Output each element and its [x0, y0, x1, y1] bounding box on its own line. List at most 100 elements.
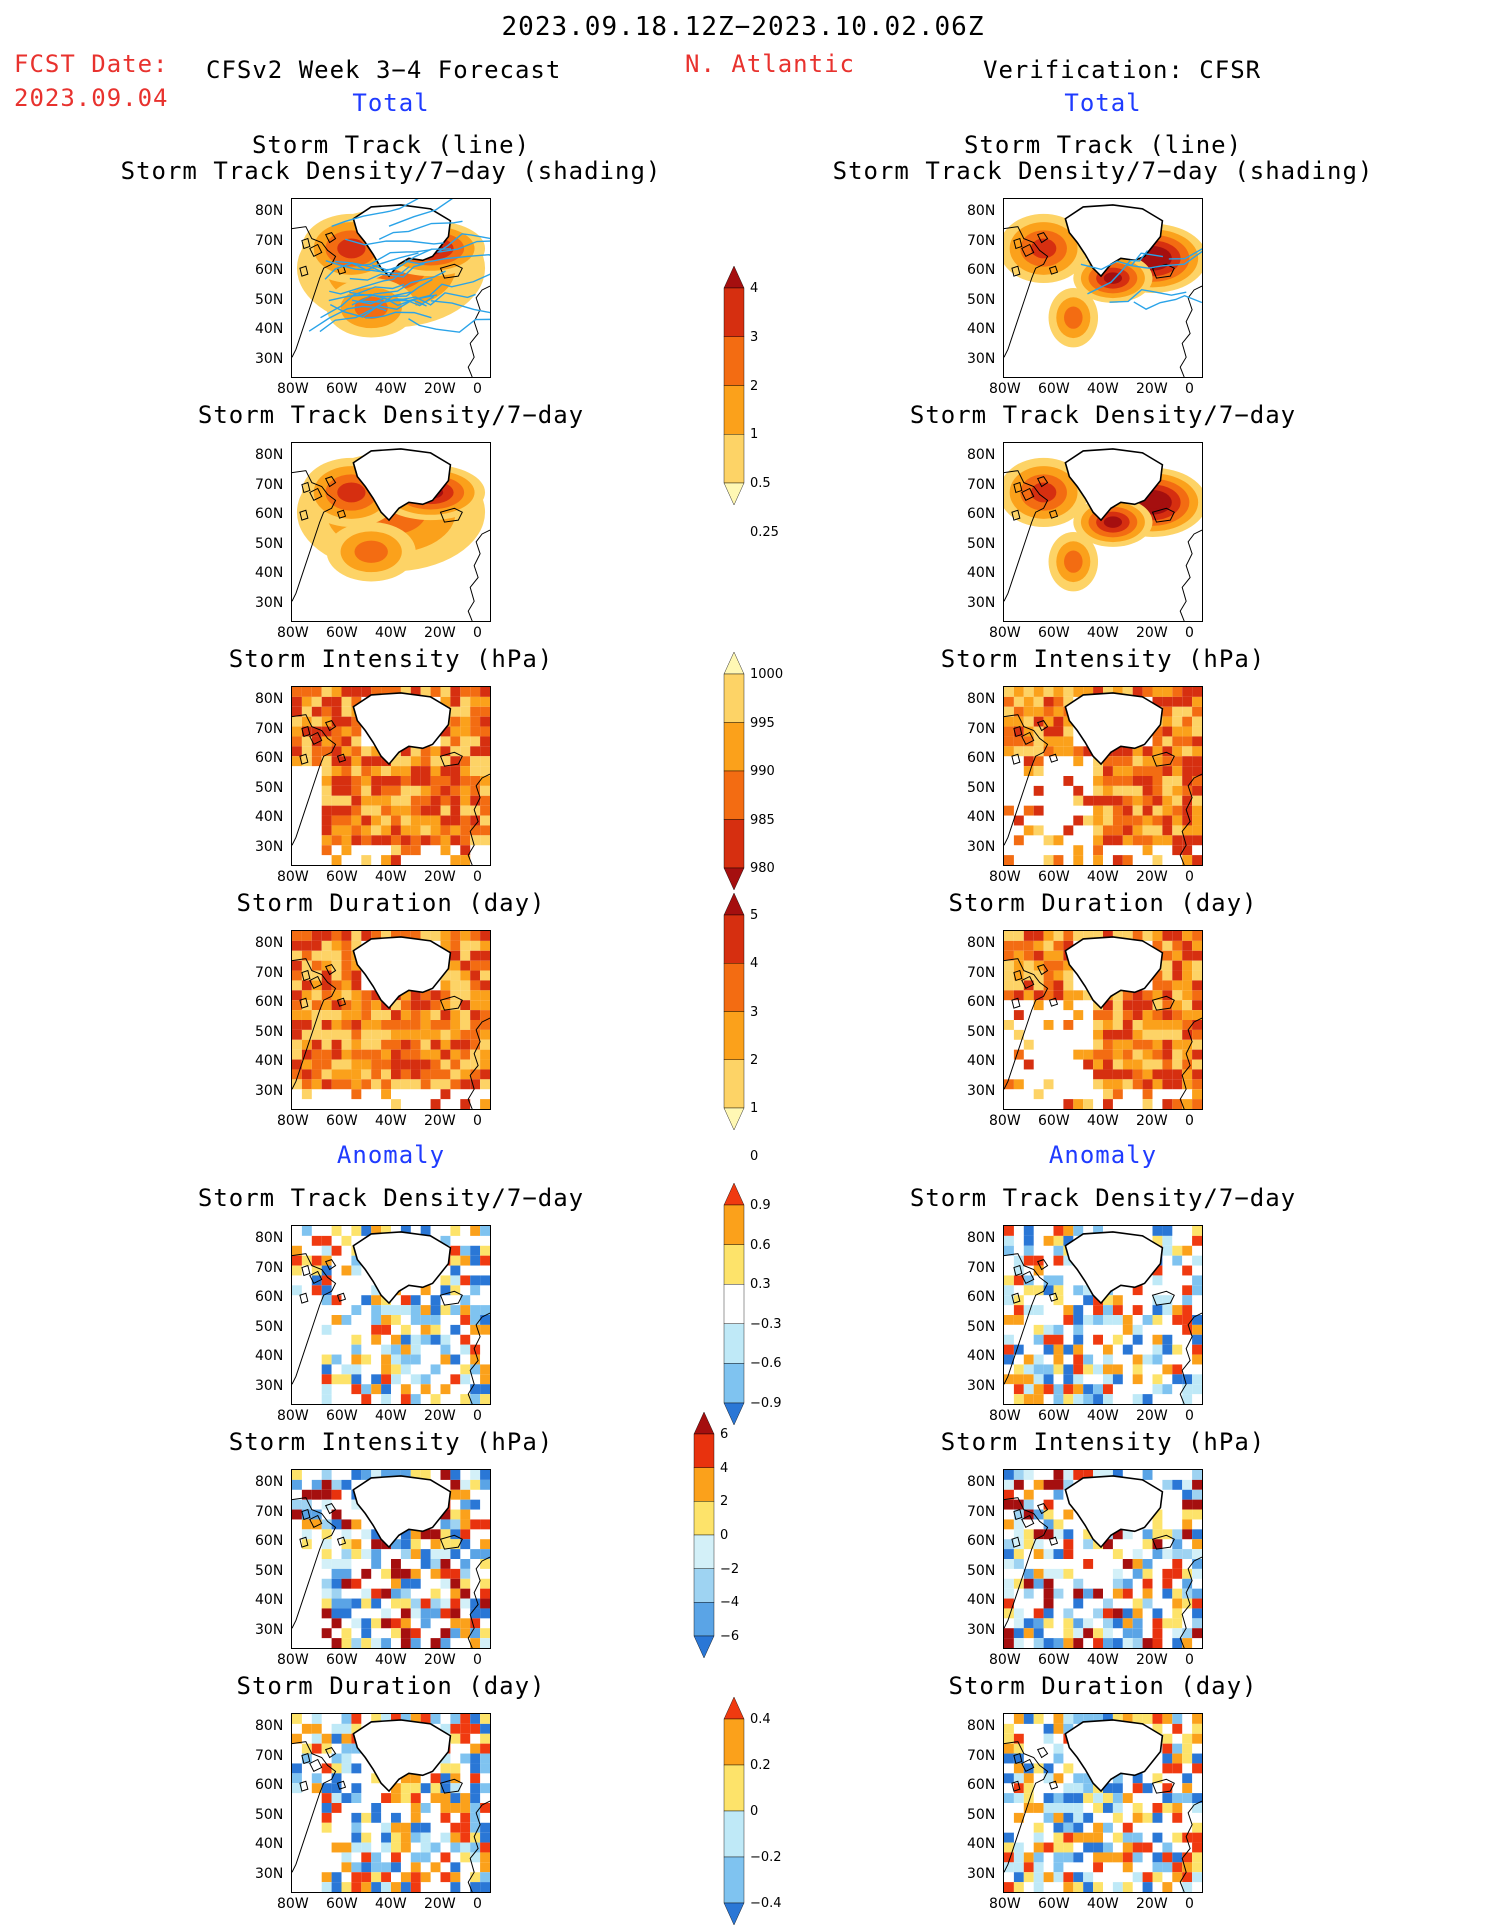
grid-cell: [1013, 960, 1024, 971]
grid-cell: [1073, 1384, 1084, 1395]
grid-cell: [480, 1226, 490, 1236]
grid-cell: [1142, 795, 1153, 806]
grid-cell: [1053, 696, 1064, 707]
title-track-line-left: Storm Track (line): [251, 131, 531, 159]
lon-tick-label: 80W: [989, 1113, 1021, 1129]
grid-cell: [1013, 1733, 1024, 1744]
lon-tick-label: 60W: [1038, 1896, 1070, 1912]
grid-cell: [361, 1354, 372, 1365]
grid-cell: [311, 1714, 322, 1724]
grid-cell: [1093, 1608, 1103, 1619]
storm-track-line: [437, 233, 490, 254]
grid-cell: [1023, 990, 1034, 1001]
grid-cell: [351, 1743, 362, 1754]
grid-cell: [391, 1020, 401, 1030]
colorbar-segment: [723, 867, 745, 890]
island-coast: [301, 481, 311, 494]
grid-cell: [301, 1255, 312, 1266]
grid-cell: [321, 1882, 332, 1892]
grid-cell: [1063, 931, 1074, 941]
grid-cell: [1112, 1364, 1123, 1375]
grid-cell: [430, 1000, 441, 1011]
grid-cell: [1063, 1315, 1074, 1325]
grid-cell: [1122, 1000, 1133, 1011]
grid-cell: [1033, 970, 1044, 981]
grid-cell: [371, 1226, 382, 1236]
grid-cell: [460, 1354, 471, 1365]
lon-tick-label: 0: [1185, 1896, 1194, 1912]
grid-cell: [1152, 815, 1163, 826]
lon-tick-label: 60W: [326, 625, 358, 641]
grid-cell: [1172, 1549, 1183, 1559]
grid-cell: [1132, 990, 1143, 1001]
grid-cell: [341, 1733, 352, 1744]
grid-cell: [1172, 756, 1183, 767]
grid-cell: [400, 1384, 411, 1395]
grid-cell: [292, 1029, 302, 1040]
grid-cell: [1142, 1539, 1153, 1550]
grid-cell: [410, 746, 421, 757]
grid-cell: [460, 1578, 471, 1589]
grid-cell: [311, 940, 322, 951]
lon-tick-label: 0: [1185, 869, 1194, 885]
colorbar-segment: [723, 1283, 745, 1324]
grid-cell: [391, 1374, 401, 1385]
grid-cell: [321, 1059, 332, 1070]
grid-cell: [1093, 1714, 1103, 1724]
grid-cell: [410, 1069, 421, 1080]
grid-cell: [1172, 1598, 1183, 1609]
grid-cell: [391, 1832, 401, 1843]
grid-cell: [1073, 845, 1084, 856]
grid-cell: [1063, 1000, 1074, 1011]
grid-cell: [430, 1315, 441, 1325]
grid-cell: [1182, 970, 1193, 981]
grid-cell: [292, 696, 302, 707]
colorbar-density-anom: [723, 1183, 745, 1425]
grid-cell: [460, 1275, 471, 1286]
grid-cell: [460, 1010, 471, 1020]
grid-cell: [1182, 1743, 1193, 1754]
grid-cell: [1112, 1638, 1123, 1648]
grid-cell: [1192, 931, 1202, 941]
grid-cell: [420, 1529, 431, 1540]
grid-cell: [341, 746, 352, 757]
grid-cell: [1103, 1470, 1113, 1480]
lon-tick-label: 80W: [989, 625, 1021, 641]
grid-cell: [301, 1753, 312, 1764]
grid-cell: [460, 980, 471, 991]
grid-cell: [331, 1723, 342, 1734]
grid-cell: [470, 940, 481, 951]
grid-cell: [1192, 960, 1202, 971]
grid-cell: [440, 1275, 451, 1286]
grid-cell: [381, 795, 391, 806]
grid-cell: [1112, 1803, 1123, 1813]
grid-cell: [400, 1568, 411, 1579]
grid-cell: [440, 1509, 451, 1520]
grid-cell: [292, 706, 302, 717]
grid-cell: [430, 1539, 441, 1550]
grid-cell: [1093, 1832, 1103, 1843]
storm-track-line: [329, 291, 412, 318]
grid-cell: [470, 1812, 481, 1823]
north-america-coast: [292, 1253, 337, 1385]
grid-cell: [1004, 1020, 1014, 1030]
grid-cell: [1043, 1529, 1054, 1540]
grid-cell: [450, 1374, 461, 1385]
grid-cell: [1053, 1226, 1064, 1236]
grid-cell: [460, 706, 471, 717]
grid-cell: [371, 1384, 382, 1395]
grid-cell: [1142, 1783, 1153, 1794]
grid-cell: [460, 825, 471, 836]
grid-cell: [331, 1059, 342, 1070]
grid-cell: [470, 1743, 481, 1754]
grid-cell: [1053, 940, 1064, 951]
lon-tick-label: 80W: [989, 1896, 1021, 1912]
grid-cell: [460, 845, 471, 856]
grid-cell: [410, 1344, 421, 1355]
storm-track-line: [329, 266, 410, 295]
grid-cell: [1122, 1059, 1133, 1070]
grid-cell: [400, 931, 411, 941]
lon-tick-label: 80W: [989, 1408, 1021, 1424]
lat-tick-label: 30N: [967, 1865, 996, 1882]
grid-cell: [1182, 1010, 1193, 1020]
